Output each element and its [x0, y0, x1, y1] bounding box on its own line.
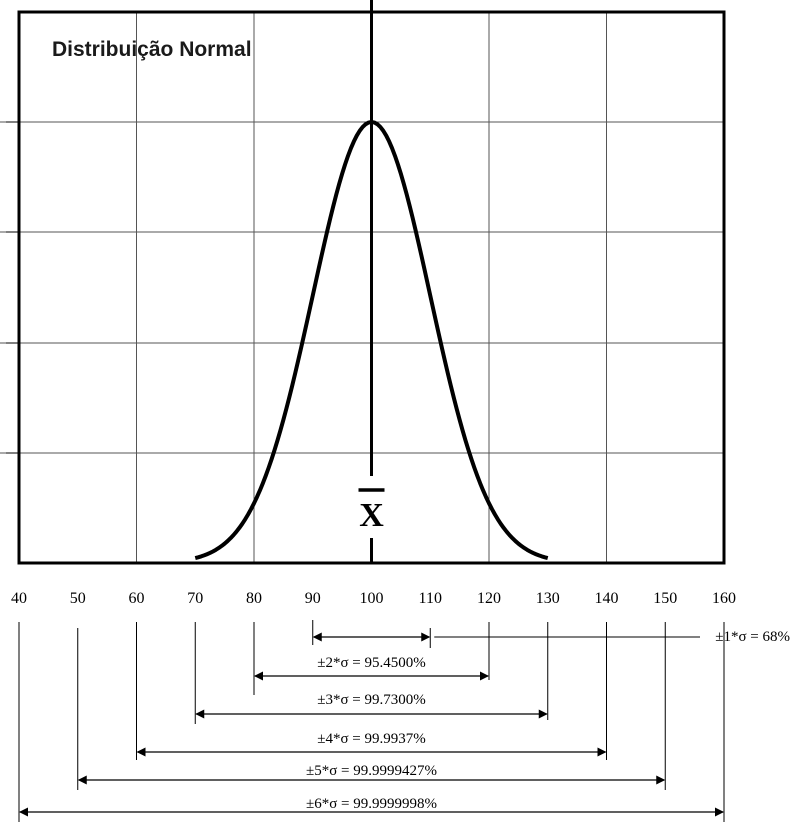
x-tick-label: 140 — [595, 590, 619, 607]
range-arrowhead-right — [597, 747, 607, 757]
range-arrowhead-left — [195, 709, 205, 719]
x-tick-label: 150 — [653, 590, 677, 607]
range-label: ±4*σ = 99.9937% — [317, 731, 426, 747]
range-label: ±6*σ = 99.9999998% — [306, 796, 437, 812]
normal-curve — [194, 120, 549, 561]
x-tick-label: 70 — [187, 590, 203, 607]
x-tick-label: 130 — [536, 590, 560, 607]
x-tick-label: 90 — [305, 590, 321, 607]
range-arrowhead-right — [715, 807, 724, 817]
chart-title: Distribuição Normal — [52, 38, 252, 61]
range-label: ±1*σ = 68% — [715, 629, 790, 645]
range-label: ±3*σ = 99.7300% — [317, 692, 426, 708]
mean-label: X — [359, 497, 384, 534]
x-tick-label: 100 — [360, 590, 384, 607]
range-label: ±5*σ = 99.9999427% — [306, 763, 437, 779]
x-tick-label: 110 — [419, 590, 442, 607]
x-tick-label: 160 — [712, 590, 736, 607]
x-tick-label: 40 — [11, 590, 27, 607]
range-arrowhead-right — [421, 632, 431, 642]
range-arrowhead-right — [538, 709, 548, 719]
range-arrowhead-left — [136, 747, 146, 757]
range-arrowhead-left — [254, 671, 263, 681]
x-tick-label: 80 — [246, 590, 262, 607]
x-tick-label: 60 — [129, 590, 145, 607]
range-arrowhead-right — [480, 671, 489, 681]
range-arrowhead-left — [312, 632, 322, 642]
range-label: ±2*σ = 95.4500% — [317, 655, 426, 671]
range-arrowhead-left — [77, 775, 87, 785]
range-arrowhead-left — [19, 807, 28, 817]
x-tick-label: 120 — [477, 590, 501, 607]
range-arrowhead-right — [656, 775, 666, 785]
x-tick-label: 50 — [70, 590, 86, 607]
